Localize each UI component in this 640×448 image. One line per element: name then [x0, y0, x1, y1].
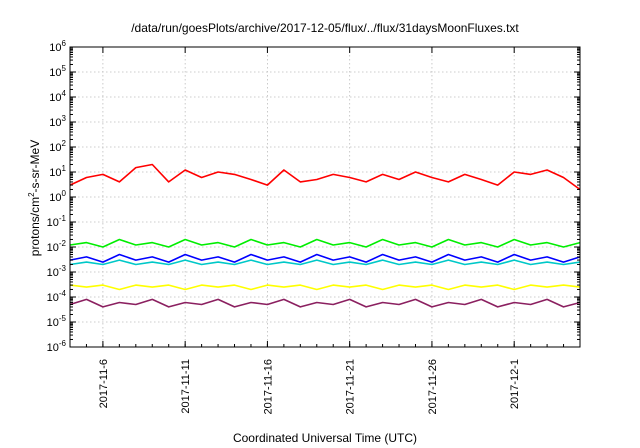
y-axis-label: protons/cm2-s-sr-MeV — [27, 140, 42, 256]
x-axis-label: Coordinated Universal Time (UTC) — [233, 431, 417, 445]
y-tick-label: 106 — [49, 39, 66, 54]
chart-title: /data/run/goesPlots/archive/2017-12-05/f… — [131, 21, 519, 35]
x-axis: 2017-11-6 2017-11-11 2017-11-16 2017-11-21 2… — [69, 47, 581, 414]
x-tick-label: 2017-11-11 — [180, 359, 192, 414]
x-tick-label: 2017-12-1 — [509, 359, 521, 409]
y-tick-label: 10-3 — [47, 264, 67, 279]
y-tick-label: 101 — [49, 164, 66, 179]
series-line-6 — [69, 298, 581, 308]
x-tick-label: 2017-11-21 — [345, 359, 357, 414]
series-line-1 — [69, 163, 581, 191]
y-tick-label: 103 — [49, 114, 66, 129]
x-tick-label: 2017-11-16 — [262, 359, 274, 414]
x-tick-label: 2017-11-26 — [427, 359, 439, 414]
y-tick-label: 10-5 — [47, 314, 67, 329]
y-tick-label: 10-4 — [47, 289, 67, 304]
y-tick-label: 10-1 — [47, 214, 67, 229]
y-tick-label: 100 — [49, 189, 66, 204]
y-tick-label: 104 — [49, 89, 66, 104]
y-tick-label: 105 — [49, 64, 66, 79]
series-line-2 — [69, 238, 581, 248]
y-tick-label: 10-6 — [47, 339, 67, 354]
x-tick-label: 2017-11-6 — [98, 359, 110, 408]
series-line-5 — [69, 284, 581, 291]
y-tick-label: 102 — [49, 139, 66, 154]
series-line-3 — [69, 259, 581, 266]
data-series — [69, 163, 581, 308]
y-tick-label: 10-2 — [47, 239, 67, 254]
y-axis: 10-6 10-5 10-4 10-3 10-2 10-1 100 101 102 103 104 1… — [47, 39, 580, 354]
series-line-4 — [69, 253, 581, 263]
